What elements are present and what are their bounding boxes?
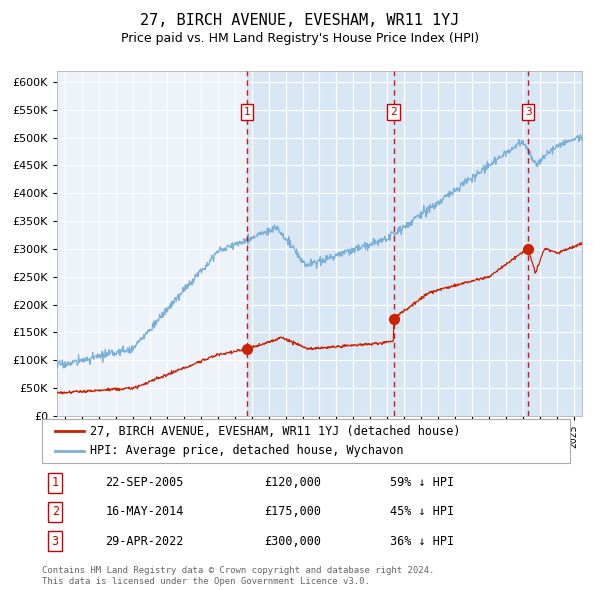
Text: 3: 3 [52, 535, 59, 548]
Text: 1: 1 [52, 476, 59, 489]
Text: This data is licensed under the Open Government Licence v3.0.: This data is licensed under the Open Gov… [42, 576, 370, 586]
Text: 1: 1 [244, 107, 250, 117]
Text: £300,000: £300,000 [264, 535, 321, 548]
Text: 45% ↓ HPI: 45% ↓ HPI [391, 505, 455, 519]
Text: 3: 3 [525, 107, 532, 117]
Bar [528, 71, 582, 416]
Text: 27, BIRCH AVENUE, EVESHAM, WR11 1YJ: 27, BIRCH AVENUE, EVESHAM, WR11 1YJ [140, 13, 460, 28]
Bar [247, 71, 582, 416]
Text: 22-SEP-2005: 22-SEP-2005 [106, 476, 184, 489]
Text: Contains HM Land Registry data © Crown copyright and database right 2024.: Contains HM Land Registry data © Crown c… [42, 566, 434, 575]
Text: 2: 2 [52, 505, 59, 519]
Text: £120,000: £120,000 [264, 476, 321, 489]
Text: 16-MAY-2014: 16-MAY-2014 [106, 505, 184, 519]
Text: 29-APR-2022: 29-APR-2022 [106, 535, 184, 548]
Text: 59% ↓ HPI: 59% ↓ HPI [391, 476, 455, 489]
Text: 27, BIRCH AVENUE, EVESHAM, WR11 1YJ (detached house): 27, BIRCH AVENUE, EVESHAM, WR11 1YJ (det… [89, 425, 460, 438]
Text: Price paid vs. HM Land Registry's House Price Index (HPI): Price paid vs. HM Land Registry's House … [121, 32, 479, 45]
Text: £175,000: £175,000 [264, 505, 321, 519]
Text: 2: 2 [390, 107, 397, 117]
Text: HPI: Average price, detached house, Wychavon: HPI: Average price, detached house, Wych… [89, 444, 403, 457]
Text: 36% ↓ HPI: 36% ↓ HPI [391, 535, 455, 548]
